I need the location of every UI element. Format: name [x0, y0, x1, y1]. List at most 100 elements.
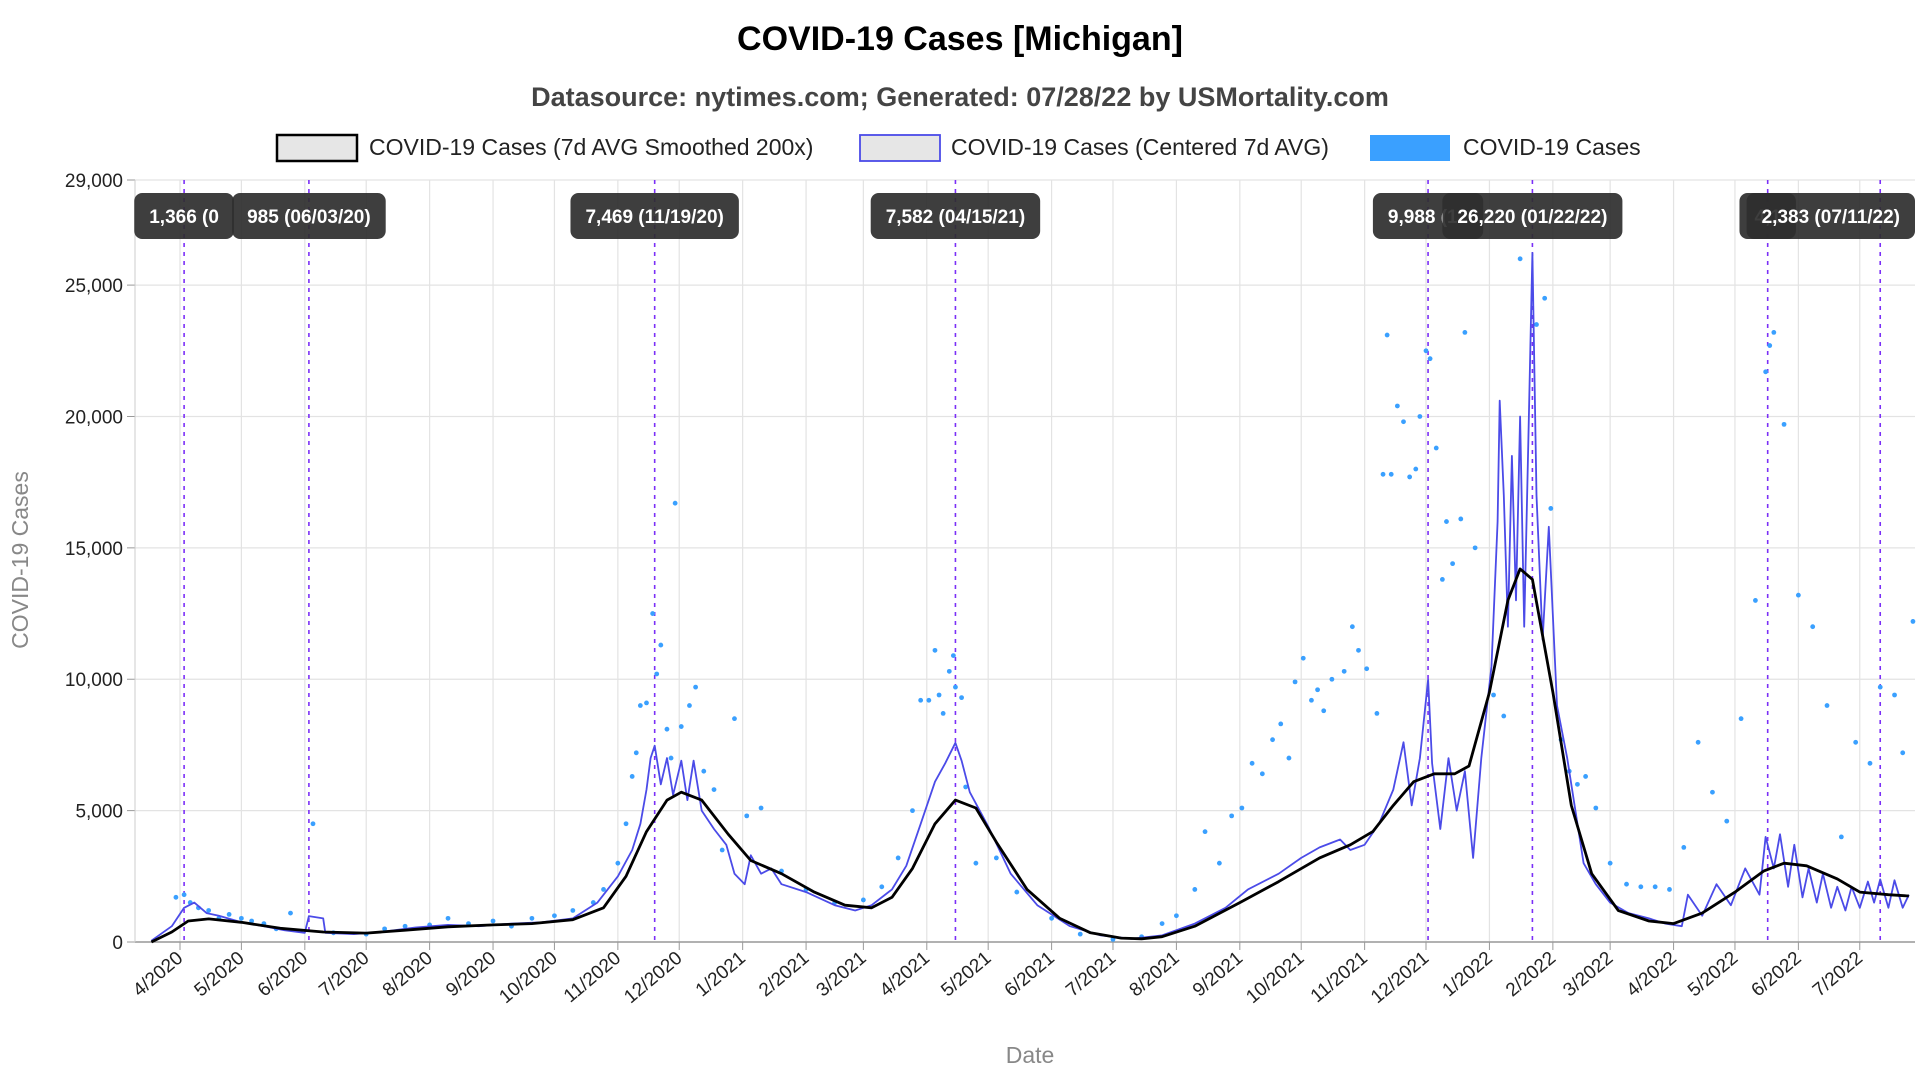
case-point: [936, 692, 942, 698]
annotation-tooltip-label: 1,366 (0: [149, 207, 219, 228]
case-point: [758, 805, 764, 811]
case-point: [1444, 519, 1449, 524]
x-tick-label: 10/2020: [496, 948, 562, 1008]
case-point: [382, 926, 388, 932]
y-tick-label: 15,000: [65, 539, 123, 560]
case-point: [1329, 676, 1335, 682]
case-point: [1364, 666, 1370, 672]
case-point: [552, 913, 557, 919]
case-point: [1472, 545, 1478, 551]
legend-item-centered[interactable]: COVID-19 Cases (Centered 7d AVG): [859, 134, 1329, 162]
case-point: [288, 910, 293, 916]
case-point: [678, 724, 684, 729]
x-tick-label: 6/2022: [1748, 948, 1806, 1001]
case-point: [238, 915, 244, 921]
case-point: [1374, 711, 1380, 716]
x-tick-label: 1/2022: [1439, 948, 1497, 1001]
case-point: [1321, 708, 1327, 714]
y-tick-label: 25,000: [65, 276, 123, 297]
case-point: [490, 918, 496, 924]
y-tick-label: 20,000: [65, 407, 123, 428]
case-point: [1159, 921, 1165, 927]
case-point: [940, 711, 946, 716]
case-point: [993, 855, 999, 861]
case-point: [1867, 760, 1873, 766]
case-point: [1192, 887, 1198, 892]
annotation-tooltip: 26,220 (01/22/22): [1442, 193, 1623, 239]
case-point: [1638, 884, 1644, 890]
case-point: [1174, 913, 1179, 919]
case-point: [1433, 445, 1439, 451]
case-point: [629, 774, 635, 779]
case-point: [1349, 624, 1355, 630]
case-point: [1853, 739, 1859, 745]
case-point: [1249, 760, 1255, 766]
case-point: [1462, 330, 1468, 335]
x-tick-label: 5/2020: [191, 948, 249, 1001]
centered-avg-series: [150, 252, 1910, 942]
x-tick-label: 7/2021: [1062, 948, 1120, 1001]
case-point: [1838, 834, 1844, 840]
x-tick-label: 11/2020: [560, 948, 625, 1007]
case-point: [1795, 592, 1801, 598]
case-point: [1014, 889, 1020, 895]
grid-layer: [135, 179, 1915, 943]
annotation-tooltip-label: 2,383 (07/11/22): [1762, 207, 1900, 228]
case-point: [963, 784, 969, 790]
case-point: [1388, 471, 1394, 477]
case-point: [1767, 343, 1773, 348]
case-point: [1401, 419, 1406, 425]
case-point: [950, 653, 956, 658]
case-point: [1292, 679, 1298, 685]
legend-item-cases[interactable]: COVID-19 Cases: [1370, 134, 1641, 161]
annotation-tooltips: 1,366 (0 985 (06/03/20) 7,469 (11/19/20) 7,…: [134, 193, 1915, 239]
case-point: [732, 716, 737, 722]
x-tick-label: 9/2020: [442, 948, 500, 1001]
smoothed-avg-line: [150, 567, 1909, 944]
case-point: [1534, 322, 1539, 327]
x-tick-label: 8/2021: [1126, 948, 1184, 1001]
x-tick-label: 3/2022: [1559, 948, 1617, 1001]
legend-label-cases: COVID-19 Cases: [1463, 134, 1641, 160]
legend-item-smoothed[interactable]: COVID-19 Cases (7d AVG Smoothed 200x): [275, 133, 813, 163]
case-point: [1607, 860, 1613, 866]
annotation-tooltip-label: 26,220 (01/22/22): [1457, 207, 1607, 228]
case-point: [687, 703, 692, 708]
case-point: [1077, 931, 1083, 937]
x-tick-label: 7/2022: [1809, 948, 1867, 1001]
case-point: [1450, 561, 1456, 567]
case-point: [1286, 755, 1292, 761]
y-tick-label: 10,000: [65, 670, 123, 691]
annotation-tooltip: 7,582 (04/15/21): [870, 193, 1041, 239]
case-point: [623, 821, 629, 827]
case-point: [1356, 647, 1361, 653]
x-tick-label: 9/2021: [1189, 948, 1247, 1001]
case-point: [1300, 655, 1306, 661]
case-point: [1239, 805, 1245, 811]
case-point: [973, 860, 979, 866]
case-point: [1753, 598, 1758, 603]
x-axis: 4/2020 5/2020 6/2020 7/2020 8/2020 9/202010/2…: [129, 941, 1915, 1008]
case-point: [895, 855, 901, 861]
case-point: [1667, 887, 1672, 892]
case-point: [633, 750, 639, 756]
case-point: [1501, 713, 1507, 719]
case-point: [173, 894, 179, 900]
annotation-tooltip-label: 985 (06/03/20): [247, 207, 371, 228]
x-tick-label: 5/2021: [937, 948, 995, 1001]
case-point: [711, 787, 717, 792]
case-point: [1407, 474, 1413, 480]
x-tick-label: 4/2022: [1623, 948, 1681, 1001]
legend[interactable]: COVID-19 Cases (7d AVG Smoothed 200x) CO…: [275, 133, 1641, 163]
x-tick-label: 10/2021: [1242, 948, 1308, 1008]
case-point: [1439, 576, 1445, 582]
case-point: [1229, 813, 1235, 819]
case-point: [206, 908, 212, 913]
case-point: [1548, 506, 1554, 511]
case-point: [1910, 619, 1916, 624]
case-point: [529, 915, 535, 921]
annotation-tooltip: 1,366 (0: [134, 193, 234, 239]
smoothed-avg-series: [150, 567, 1909, 944]
